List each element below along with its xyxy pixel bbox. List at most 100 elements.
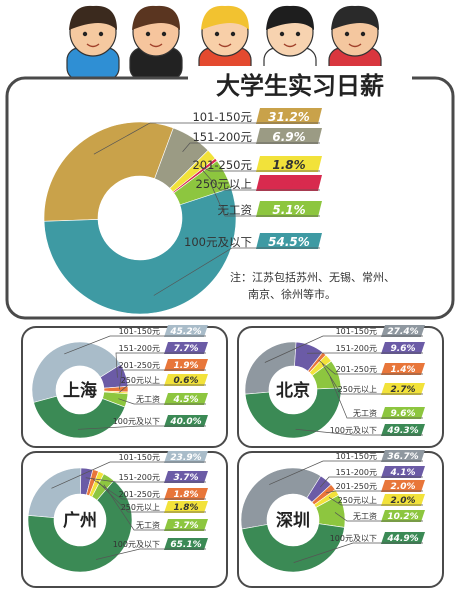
leader-line-5 bbox=[96, 548, 206, 560]
leader-line-4 bbox=[209, 181, 320, 217]
avatar-1 bbox=[129, 5, 183, 81]
category-label-2: 201-250元 bbox=[119, 361, 160, 370]
value-tag-3: 1.8% bbox=[164, 501, 208, 513]
jiangsu-chart: 江苏 101-150元 31.2% 151-200元 6.9% 201-250元 1.8% 2… bbox=[43, 108, 322, 315]
value-tag-0-bg bbox=[381, 450, 425, 462]
value-tag-0: 36.7% bbox=[381, 450, 425, 462]
donut-hole bbox=[56, 366, 104, 414]
leader-line-0 bbox=[64, 335, 206, 355]
avatar-eye bbox=[360, 31, 366, 37]
category-label-3: 250元以上 bbox=[196, 177, 252, 191]
avatar-hair bbox=[201, 5, 249, 30]
avatar-mouth bbox=[348, 43, 362, 48]
leader-line-2 bbox=[198, 165, 320, 172]
value-tag-4: 5.1% bbox=[256, 201, 322, 217]
value-tag-1-text: 6.9% bbox=[272, 130, 305, 144]
value-tag-4-bg bbox=[381, 407, 425, 419]
leader-line-1 bbox=[319, 476, 423, 488]
leader-line-2 bbox=[119, 369, 206, 390]
city-charts: 上海 101-150元 45.2% 151-200元 7.7% 201-250元 1.9% 2… bbox=[27, 325, 425, 573]
avatar-eye bbox=[295, 31, 301, 37]
value-tag-2-text: 1.9% bbox=[174, 361, 199, 371]
category-label-4: 无工资 bbox=[218, 203, 253, 217]
value-tag-5: 49.3% bbox=[381, 424, 425, 436]
donut-hole bbox=[54, 494, 106, 546]
value-tag-3-text: 0.6% bbox=[174, 376, 199, 386]
value-tag-0-bg bbox=[256, 108, 322, 124]
avatar-mouth bbox=[149, 43, 163, 48]
value-tag-4-text: 10.2% bbox=[387, 512, 418, 522]
category-label-4: 无工资 bbox=[136, 394, 160, 404]
category-label-3: 250元以上 bbox=[121, 376, 160, 385]
avatar-eye bbox=[344, 31, 350, 37]
value-tag-0: 27.4% bbox=[381, 325, 425, 337]
chart-江苏: 江苏 101-150元 31.2% 151-200元 6.9% 201-250元 1.8% 2… bbox=[43, 108, 322, 315]
value-tag-5-text: 65.1% bbox=[170, 540, 201, 550]
category-label-0: 101-150元 bbox=[119, 453, 160, 462]
value-tag-4: 9.6% bbox=[381, 407, 425, 419]
value-tag-4-text: 5.1% bbox=[272, 203, 305, 217]
leader-line-3 bbox=[97, 480, 206, 513]
category-label-4: 无工资 bbox=[353, 511, 377, 521]
category-label-5: 100元及以下 bbox=[184, 235, 252, 249]
leader-line-2 bbox=[325, 490, 423, 494]
value-tag-1-text: 7.7% bbox=[174, 344, 199, 354]
leader-line-3 bbox=[202, 169, 320, 191]
value-tag-2: 1.8% bbox=[164, 488, 208, 500]
note-line-1: 注：江苏包括苏州、无锡、常州、 bbox=[230, 270, 395, 284]
value-tag-2-bg bbox=[256, 156, 322, 172]
leader-line-5 bbox=[77, 425, 206, 430]
value-tag-4-text: 9.6% bbox=[391, 409, 416, 419]
value-tag-4-bg bbox=[256, 201, 322, 217]
value-tag-4-text: 3.7% bbox=[174, 521, 199, 531]
value-tag-3: 0.5% bbox=[256, 175, 322, 191]
value-tag-2: 2.0% bbox=[381, 480, 425, 492]
leader-line-3 bbox=[119, 384, 206, 393]
region-label: 深圳 bbox=[276, 510, 310, 531]
leader-line-4 bbox=[329, 376, 423, 419]
category-label-0: 101-150元 bbox=[119, 327, 160, 336]
category-label-5: 100元及以下 bbox=[113, 417, 160, 426]
value-tag-3-bg bbox=[256, 175, 322, 191]
value-tag-5: 54.5% bbox=[256, 233, 322, 249]
value-tag-2-bg bbox=[164, 488, 208, 500]
leader-line-5 bbox=[295, 428, 423, 436]
value-tag-5: 65.1% bbox=[164, 538, 208, 550]
category-label-0: 101-150元 bbox=[192, 110, 252, 124]
leader-line-0 bbox=[269, 460, 423, 485]
category-label-2: 201-250元 bbox=[336, 365, 377, 374]
leader-line-2 bbox=[318, 359, 423, 375]
value-tag-4-text: 4.5% bbox=[173, 395, 199, 405]
category-label-3: 250元以上 bbox=[338, 496, 377, 505]
value-tag-3-bg bbox=[381, 494, 425, 506]
value-tag-0-bg bbox=[164, 325, 208, 337]
value-tag-5-bg bbox=[256, 233, 322, 249]
value-tag-5-bg bbox=[381, 424, 425, 436]
value-tag-5-bg bbox=[164, 538, 208, 550]
value-tag-0-text: 36.7% bbox=[387, 452, 418, 462]
avatar-eye bbox=[279, 31, 285, 37]
category-label-0: 101-150元 bbox=[336, 327, 377, 336]
value-tag-1: 7.7% bbox=[164, 342, 208, 354]
note-line-2: 南京、徐州等市。 bbox=[248, 287, 336, 301]
value-tag-2-bg bbox=[164, 359, 208, 371]
category-label-1: 151-200元 bbox=[119, 473, 160, 482]
value-tag-2-bg bbox=[381, 480, 425, 492]
avatar-eye bbox=[145, 31, 151, 37]
value-tag-0: 45.2% bbox=[164, 325, 208, 337]
value-tag-5-text: 40.0% bbox=[169, 417, 201, 427]
avatar-mouth bbox=[218, 43, 232, 48]
category-label-3: 250元以上 bbox=[121, 503, 160, 512]
leader-line-0 bbox=[51, 461, 206, 489]
value-tag-3-bg bbox=[381, 383, 425, 395]
region-label: 江苏 bbox=[106, 199, 174, 239]
value-tag-1: 4.1% bbox=[381, 466, 425, 478]
value-tag-3-bg bbox=[164, 501, 208, 513]
leader-line-4 bbox=[334, 512, 423, 522]
avatar-eye bbox=[82, 31, 88, 37]
avatar-hair bbox=[132, 5, 180, 30]
value-tag-5: 44.9% bbox=[381, 532, 425, 544]
category-label-4: 无工资 bbox=[353, 408, 377, 418]
value-tag-2-text: 1.8% bbox=[174, 490, 199, 500]
